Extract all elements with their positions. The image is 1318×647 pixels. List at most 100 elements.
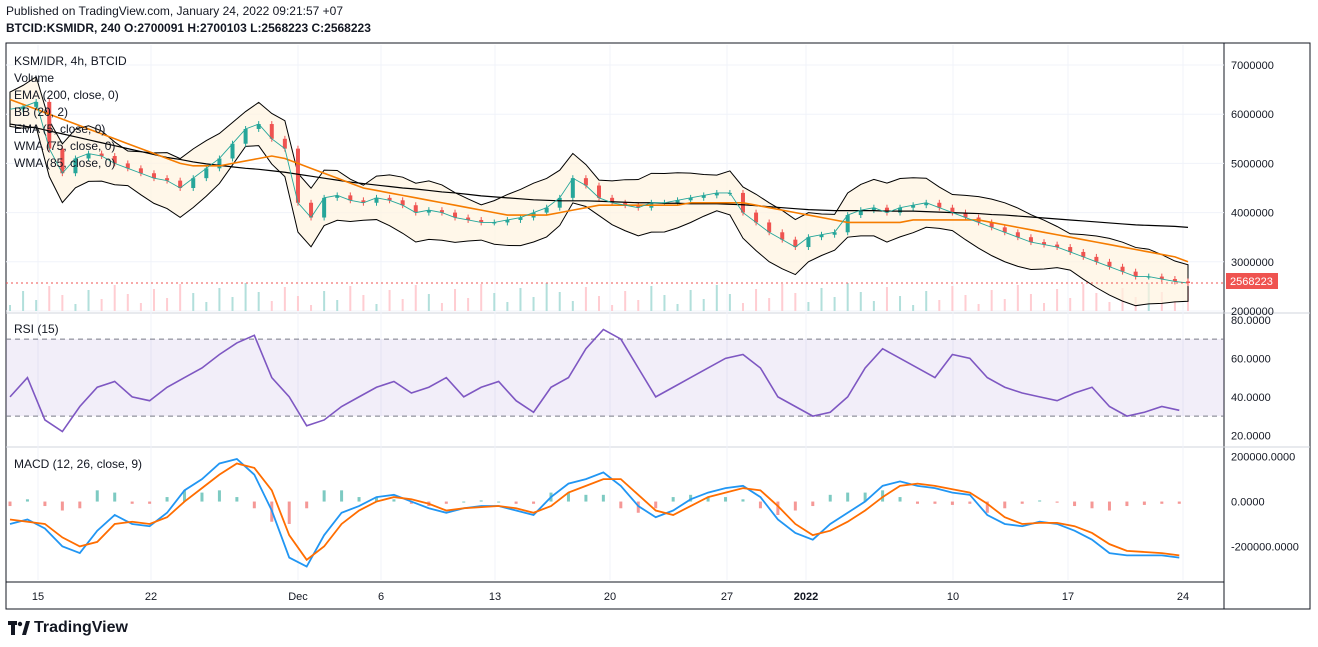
volume-bar — [336, 300, 339, 311]
candle-body — [950, 207, 955, 213]
candle-body — [165, 178, 170, 181]
ohlc-line: BTCID:KSMIDR, 240 O:2700091 H:2700103 L:… — [6, 21, 371, 35]
candle-body — [557, 197, 562, 208]
volume-bar — [166, 298, 169, 311]
volume-bar — [859, 292, 862, 311]
candle-body — [1068, 247, 1073, 252]
macd-histogram-bar — [200, 492, 204, 502]
macd-histogram-bar — [409, 501, 413, 504]
volume-bar — [126, 294, 129, 311]
candle-body — [112, 156, 117, 164]
candle-body — [426, 210, 431, 213]
macd-histogram-bar — [811, 501, 815, 507]
rsi-tick-label: 40.0000 — [1231, 392, 1271, 404]
candle-body — [963, 212, 968, 218]
candle-body — [1028, 237, 1033, 243]
volume-bar — [558, 292, 561, 311]
volume-bar — [1095, 293, 1098, 311]
macd-histogram-bar — [741, 499, 745, 502]
candle-body — [439, 210, 444, 213]
macd-histogram-bar — [497, 501, 501, 503]
macd-histogram-bar — [863, 492, 867, 502]
volume-bar — [885, 287, 888, 311]
macd-histogram-bar — [322, 490, 326, 502]
volume-bar — [964, 295, 967, 311]
macd-histogram-bar — [357, 497, 361, 502]
candle-body — [125, 163, 130, 169]
volume-bar — [205, 302, 208, 311]
rsi-band-fill — [6, 339, 1224, 417]
published-line: Published on TradingView.com, January 24… — [6, 4, 344, 18]
volume-bar — [833, 297, 836, 311]
candle-body — [466, 217, 471, 220]
macd-histogram-bar — [165, 497, 169, 502]
volume-bar — [270, 301, 273, 311]
volume-bar — [676, 304, 679, 311]
price-series — [6, 75, 1224, 307]
volume-bar — [74, 304, 77, 311]
macd-pane — [8, 457, 1181, 568]
macd-histogram-bar — [43, 501, 47, 507]
candle-body — [86, 153, 91, 159]
volume-bar — [218, 288, 221, 311]
macd-histogram-bar — [706, 497, 710, 502]
legend-rsi: RSI (15) — [14, 322, 59, 336]
volume-bar — [192, 293, 195, 311]
macd-histogram-bar — [532, 501, 536, 504]
volume-bar — [61, 295, 64, 311]
rsi-tick-label: 60.0000 — [1231, 353, 1271, 365]
volume-bar — [624, 291, 627, 311]
legend-wma75: WMA (75, close, 0) — [14, 139, 115, 153]
macd-histogram-bar — [619, 501, 623, 509]
candle-body — [819, 234, 824, 238]
volume-bar — [728, 294, 731, 311]
macd-histogram-bar — [1073, 501, 1077, 507]
candle-body — [924, 202, 929, 206]
macd-histogram-bar — [235, 497, 239, 502]
macd-histogram-bar — [444, 501, 448, 504]
last-price-label: 2568223 — [1230, 276, 1273, 288]
time-tick-label: Dec — [288, 591, 308, 603]
macd-histogram-bar — [287, 501, 291, 524]
volume-bar — [375, 304, 378, 311]
macd-histogram-bar — [793, 501, 797, 511]
footer-brand: TradingView — [8, 619, 128, 637]
macd-histogram-bar — [636, 501, 640, 513]
volume-bar — [401, 299, 404, 311]
candle-body — [989, 222, 994, 228]
axis-labels: 7000000 6000000 5000000 4000000 3000000 20000… — [32, 60, 1299, 603]
volume-bar — [807, 302, 810, 311]
candle-body — [1055, 244, 1060, 248]
candle-body — [1159, 276, 1164, 280]
volume-bar — [689, 290, 692, 311]
volume-bar — [454, 289, 457, 311]
ema200-line — [9, 123, 1189, 228]
volume-bar — [87, 290, 90, 311]
candle-body — [623, 202, 628, 206]
candle-body — [1172, 279, 1177, 282]
volume-bar — [35, 300, 38, 311]
candle-body — [191, 178, 196, 188]
macd-histogram-bar — [1160, 501, 1164, 504]
macd-line — [9, 457, 1180, 568]
volume-bar — [1082, 284, 1085, 311]
volume-bar — [990, 290, 993, 311]
volume-bar — [741, 303, 744, 311]
candle-body — [636, 205, 641, 208]
volume-bar — [1016, 285, 1019, 311]
volume-bar — [113, 285, 116, 311]
candle-body — [217, 158, 222, 169]
volume-bar — [663, 295, 666, 311]
time-tick-label: 20 — [604, 591, 616, 603]
price-tick-label: 6000000 — [1231, 109, 1274, 121]
macd-histogram-bar — [60, 501, 64, 511]
volume-bar — [349, 286, 352, 311]
macd-histogram-bar — [654, 501, 658, 509]
macd-histogram-bar — [217, 490, 221, 502]
candle-body — [1186, 281, 1190, 284]
volume-bar — [257, 292, 260, 311]
macd-histogram-bar — [689, 494, 693, 502]
candle-body — [1002, 227, 1007, 233]
volume-bar — [899, 296, 902, 311]
